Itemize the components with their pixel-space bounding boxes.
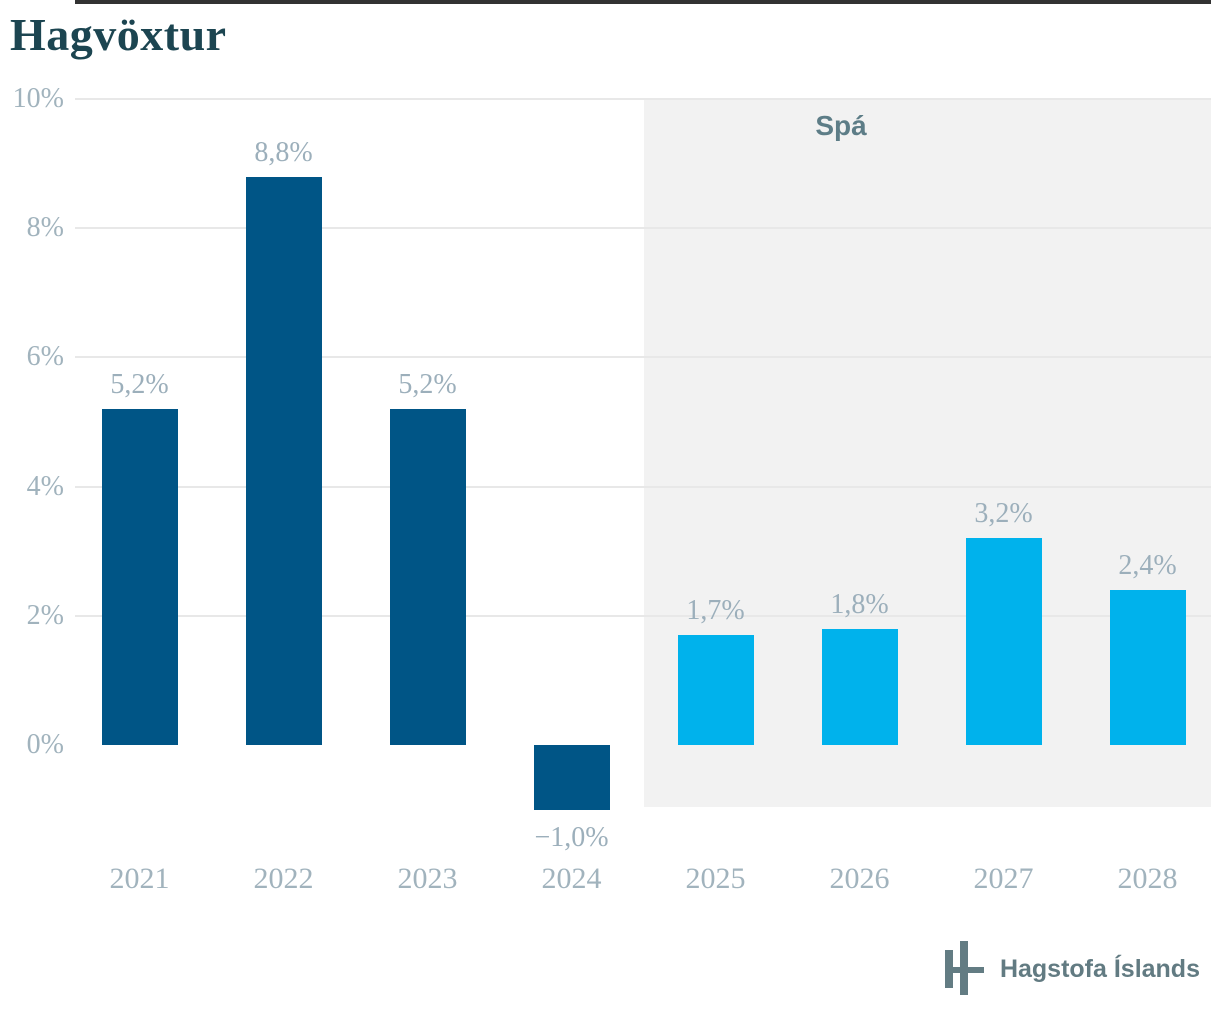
value-label-2027: 3,2% [974,498,1033,530]
value-label-2028: 2,4% [1118,549,1177,581]
hagstofa-logo-icon [936,938,984,1000]
bar-2027[interactable] [965,538,1042,745]
x-tick-label-2024: 2024 [541,862,602,895]
value-label-2023: 5,2% [398,369,457,401]
y-tick-label-10: 10% [12,83,64,114]
bar-2026[interactable] [821,628,898,745]
value-label-2024: −1,0% [534,821,609,853]
y-tick-label-4: 4% [26,470,64,502]
x-tick-label-2022: 2022 [253,862,314,895]
x-tick-label-2028: 2028 [1117,862,1178,895]
value-label-2021: 5,2% [110,369,169,401]
x-tick-label-2023: 2023 [397,862,458,895]
value-label-2025: 1,7% [686,595,745,627]
bar-2021[interactable] [101,409,178,745]
y-tick-label-8: 8% [26,212,64,244]
y-tick-label-2: 2% [26,599,64,631]
x-tick-label-2021: 2021 [109,862,170,895]
gridline-6 [75,356,1211,359]
source-attribution: Hagstofa Íslands [936,938,1200,1000]
zero-baseline [75,0,1211,4]
gridline-2 [75,614,1211,617]
forecast-region-label: Spá [815,110,867,141]
bar-2028[interactable] [1109,589,1186,745]
y-tick-label-0: 0% [26,729,64,760]
chart-title: Hagvöxtur [10,9,227,60]
value-label-2022: 8,8% [254,136,313,168]
x-tick-label-2025: 2025 [685,862,746,895]
bar-2023[interactable] [389,409,466,745]
gridline-8 [75,227,1211,230]
gridline-10 [75,98,1211,100]
y-tick-label-6: 6% [26,341,64,373]
x-tick-label-2027: 2027 [973,862,1034,895]
x-tick-label-2026: 2026 [829,862,890,895]
source-name: Hagstofa Íslands [999,954,1200,983]
logo-bar-cross [944,967,984,973]
value-label-2026: 1,8% [830,588,889,620]
bar-2024[interactable] [533,745,610,810]
gridline-4 [75,485,1211,488]
bar-2025[interactable] [677,635,754,745]
bar-2022[interactable] [245,176,322,745]
